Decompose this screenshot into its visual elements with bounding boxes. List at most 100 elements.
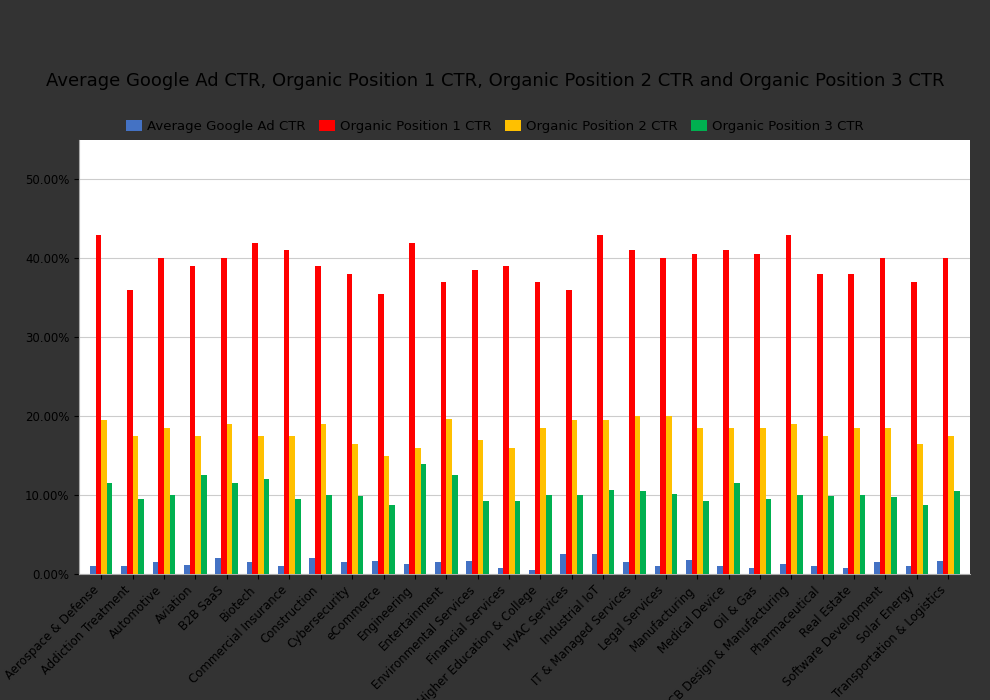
Bar [133, 436, 139, 574]
Bar [641, 491, 645, 574]
Bar [780, 564, 786, 574]
Bar [184, 564, 190, 574]
Bar [278, 566, 284, 574]
Bar [107, 483, 113, 574]
Bar [164, 428, 169, 574]
Bar [327, 495, 332, 574]
Bar [421, 463, 426, 574]
Bar [577, 495, 583, 574]
Bar [515, 501, 521, 574]
Bar [498, 568, 503, 574]
Bar [859, 495, 865, 574]
Bar [216, 558, 221, 574]
Bar [389, 505, 395, 574]
Bar [321, 424, 327, 574]
Legend: Average Google Ad CTR, Organic Position 1 CTR, Organic Position 2 CTR, Organic P: Average Google Ad CTR, Organic Position … [121, 115, 869, 139]
Bar [201, 475, 207, 574]
Bar [874, 562, 880, 574]
Bar [315, 266, 321, 574]
Bar [572, 420, 577, 574]
Bar [372, 561, 378, 574]
Bar [352, 444, 357, 574]
Bar [90, 566, 95, 574]
Bar [247, 562, 252, 574]
Bar [823, 436, 829, 574]
Bar [357, 496, 363, 574]
Bar [765, 499, 771, 574]
Bar [942, 258, 948, 574]
Bar [435, 562, 441, 574]
Bar [310, 558, 315, 574]
Bar [233, 483, 238, 574]
Bar [466, 561, 472, 574]
Bar [624, 562, 629, 574]
Bar [295, 499, 301, 574]
Bar [341, 562, 346, 574]
Bar [483, 501, 489, 574]
Bar [760, 428, 765, 574]
Bar [509, 448, 515, 574]
Bar [786, 234, 791, 574]
Bar [190, 266, 195, 574]
Bar [529, 570, 535, 574]
Bar [797, 495, 803, 574]
Bar [911, 282, 917, 574]
Bar [723, 251, 729, 574]
Bar [541, 428, 546, 574]
Bar [754, 254, 760, 574]
Bar [748, 568, 754, 574]
Bar [603, 420, 609, 574]
Bar [152, 562, 158, 574]
Bar [666, 416, 671, 574]
Bar [598, 234, 603, 574]
Bar [409, 243, 415, 574]
Bar [829, 496, 834, 574]
Bar [383, 456, 389, 574]
Bar [885, 428, 891, 574]
Bar [378, 294, 383, 574]
Bar [718, 566, 723, 574]
Bar [101, 420, 107, 574]
Bar [671, 494, 677, 574]
Bar [446, 419, 451, 574]
Bar [263, 480, 269, 574]
Bar [284, 251, 289, 574]
Bar [891, 497, 897, 574]
Bar [121, 566, 127, 574]
Text: Average Google Ad CTR, Organic Position 1 CTR, Organic Position 2 CTR and Organi: Average Google Ad CTR, Organic Position … [46, 71, 944, 90]
Bar [842, 568, 848, 574]
Bar [346, 274, 352, 574]
Bar [791, 424, 797, 574]
Bar [592, 554, 598, 574]
Bar [654, 566, 660, 574]
Bar [697, 428, 703, 574]
Bar [169, 495, 175, 574]
Bar [289, 436, 295, 574]
Bar [227, 424, 233, 574]
Bar [477, 440, 483, 574]
Bar [472, 270, 477, 574]
Bar [415, 448, 421, 574]
Bar [560, 554, 566, 574]
Bar [937, 561, 942, 574]
Bar [195, 436, 201, 574]
Bar [812, 566, 817, 574]
Bar [729, 428, 735, 574]
Bar [258, 436, 263, 574]
Bar [221, 258, 227, 574]
Bar [848, 274, 854, 574]
Bar [948, 436, 954, 574]
Bar [139, 499, 144, 574]
Bar [703, 501, 709, 574]
Bar [609, 489, 615, 574]
Bar [503, 266, 509, 574]
Bar [917, 444, 923, 574]
Bar [660, 258, 666, 574]
Bar [158, 258, 164, 574]
Bar [566, 290, 572, 574]
Bar [535, 282, 541, 574]
Bar [441, 282, 446, 574]
Bar [451, 475, 457, 574]
Bar [127, 290, 133, 574]
Bar [635, 416, 641, 574]
